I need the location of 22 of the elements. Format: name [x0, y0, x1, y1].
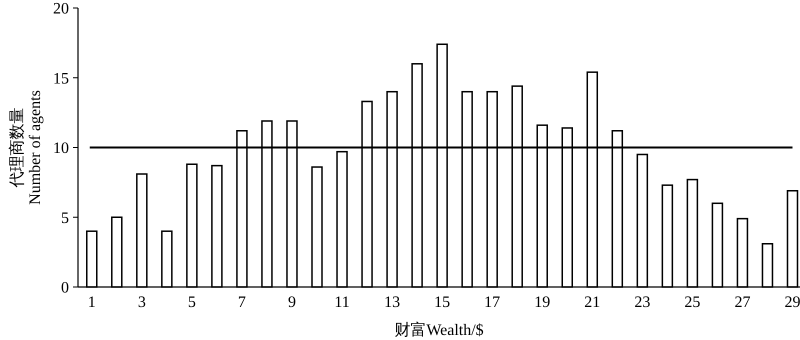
x-tick-label: 15: [434, 294, 450, 311]
y-tick-label: 20: [53, 0, 69, 18]
x-tick-label: 17: [484, 294, 500, 311]
x-tick-label: 21: [584, 294, 600, 311]
x-tick-label: 11: [334, 294, 350, 311]
x-tick-label: 23: [634, 294, 650, 311]
y-axis-title: 代理商数量 Number of agents: [8, 90, 44, 205]
y-tick-label: 10: [53, 140, 69, 158]
x-tick-label: 5: [188, 294, 196, 311]
y-tick-label: 15: [53, 70, 69, 88]
x-tick-label: 9: [288, 294, 296, 311]
x-tick-label: 13: [384, 294, 400, 311]
x-tick-label: 1: [88, 294, 96, 311]
x-axis-title: 财富Wealth/$: [394, 321, 484, 339]
x-tick-label: 19: [534, 294, 550, 311]
x-tick-label: 3: [138, 294, 146, 311]
y-tick-label: 0: [61, 280, 69, 297]
x-tick-label: 29: [784, 294, 800, 311]
x-tick-label: 7: [238, 294, 246, 311]
x-tick-label: 27: [734, 294, 750, 311]
x-tick-label: 25: [684, 294, 700, 311]
y-tick-label: 5: [61, 210, 69, 227]
